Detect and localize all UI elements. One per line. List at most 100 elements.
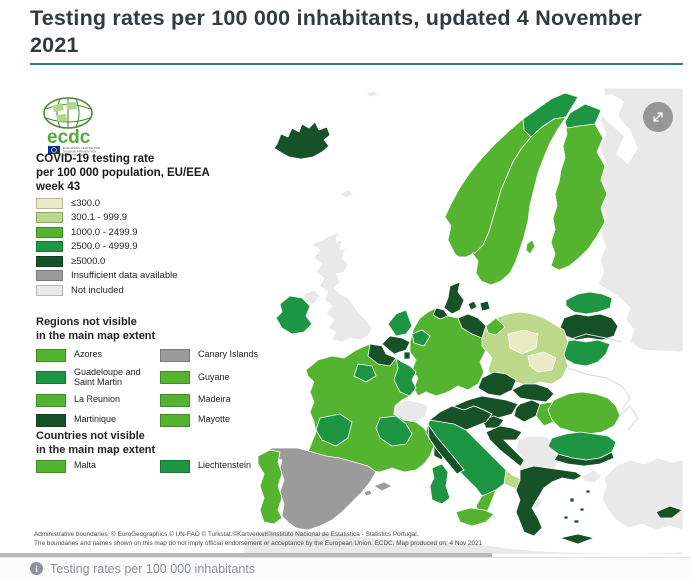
region-north-africa xyxy=(243,530,683,554)
region-sicily[interactable] xyxy=(455,507,495,527)
ecdc-org-line3: AND CONTROL xyxy=(63,153,85,156)
region-denmark-isles[interactable] xyxy=(467,300,491,312)
regions-not-visible-title: Regions not visible in the main map exte… xyxy=(36,316,156,342)
region-norway-north[interactable] xyxy=(522,92,579,138)
info-icon: i xyxy=(30,562,43,575)
region-estonia[interactable] xyxy=(565,291,613,315)
region-legend-item: Martinique xyxy=(36,413,160,427)
region-belgium[interactable] xyxy=(381,335,411,355)
legend-item: 1000.0 - 2499.9 xyxy=(36,225,178,240)
ecdc-logo: ecdc EUROPEAN CENTRE FOR DISEASE PREVENT… xyxy=(43,97,101,156)
color-swatch xyxy=(36,284,63,296)
region-germany-west[interactable] xyxy=(411,329,431,347)
legend-title: COVID-19 testing rate per 100 000 popula… xyxy=(36,153,210,193)
map-attribution: Administrative boundaries: © EuroGeograp… xyxy=(34,531,483,547)
region-romania[interactable] xyxy=(547,391,621,435)
region-gotland[interactable] xyxy=(525,239,536,255)
region-france-north[interactable] xyxy=(367,343,397,367)
regions-not-visible-list: Azores Canary Islands Guadeloupe and Saint… xyxy=(36,348,290,427)
region-ireland[interactable] xyxy=(275,295,313,335)
color-swatch xyxy=(36,413,66,427)
region-turkey xyxy=(601,457,683,531)
region-denmark[interactable] xyxy=(443,281,465,315)
region-luxembourg[interactable] xyxy=(403,351,411,360)
country-legend-item: Liechtenstein xyxy=(160,459,290,473)
region-iceland[interactable] xyxy=(273,121,331,160)
swatch-label: Guyane xyxy=(198,371,230,382)
region-greece[interactable] xyxy=(515,465,583,537)
swatch-label: 2500.0 - 4999.9 xyxy=(71,241,138,253)
color-swatch xyxy=(160,371,190,384)
region-france-paris[interactable] xyxy=(353,363,377,383)
legend-item: Not included xyxy=(36,283,178,298)
legend-item: 2500.0 - 4999.9 xyxy=(36,240,178,255)
swatch-label: 1000.0 - 2499.9 xyxy=(71,226,138,238)
region-aegean-islands[interactable] xyxy=(563,489,591,524)
color-swatch xyxy=(36,371,66,384)
color-swatch xyxy=(160,413,190,427)
color-swatch xyxy=(36,393,66,407)
europe-map[interactable] xyxy=(30,88,683,554)
region-legend-item: Guyane xyxy=(160,368,290,387)
expand-button[interactable] xyxy=(643,102,673,132)
legend-item: ≤300.0 xyxy=(36,196,178,211)
region-legend-item: Madeira xyxy=(160,393,290,407)
region-sweden[interactable] xyxy=(471,116,567,286)
region-legend-item: Guadeloupe and Saint Martin xyxy=(36,367,160,387)
region-balearic-islands[interactable] xyxy=(363,481,393,497)
legend-item: Insufficient data available xyxy=(36,269,178,284)
map-panel: ecdc EUROPEAN CENTRE FOR DISEASE PREVENT… xyxy=(30,88,683,554)
region-faroe xyxy=(339,189,355,199)
region-france-southeast[interactable] xyxy=(375,415,413,447)
region-italy-central[interactable] xyxy=(427,423,465,475)
ecdc-org-line1: EUROPEAN CENTRE FOR xyxy=(63,146,101,150)
countries-not-visible-list: Malta Liechtenstein xyxy=(36,459,290,473)
region-finland[interactable] xyxy=(550,103,608,271)
page-title: Testing rates per 100 000 inhabitants, u… xyxy=(30,6,642,57)
region-latvia[interactable] xyxy=(559,313,619,341)
swatch-label: 300.1 - 999.9 xyxy=(71,212,127,224)
region-poland-central[interactable] xyxy=(507,329,539,355)
region-crete[interactable] xyxy=(559,533,595,545)
region-legend-item: Canary Islands xyxy=(160,348,290,362)
map-bottom-band xyxy=(0,553,492,557)
region-france-southwest[interactable] xyxy=(315,413,353,447)
region-germany-north[interactable] xyxy=(432,307,449,320)
region-switzerland xyxy=(393,399,429,423)
expand-icon xyxy=(653,112,663,122)
region-legend-item: La Reunion xyxy=(36,393,160,407)
region-svalbard xyxy=(365,90,379,98)
region-finland-north[interactable] xyxy=(564,103,602,129)
swatch-label: Martinique xyxy=(74,414,117,425)
swatch-label: Liechtenstein xyxy=(198,460,252,471)
legend: ≤300.0 300.1 - 999.9 1000.0 - 2499.9 2500.0… xyxy=(36,196,178,298)
region-legend-item: Mayotte xyxy=(160,413,290,427)
region-netherlands[interactable] xyxy=(387,309,413,337)
color-swatch xyxy=(36,241,63,253)
region-sardinia[interactable] xyxy=(429,463,451,505)
color-swatch xyxy=(160,459,190,473)
swatch-label: Canary Islands xyxy=(198,349,259,360)
swatch-label: ≥5000.0 xyxy=(71,255,106,267)
region-croatia[interactable] xyxy=(485,425,529,467)
country-legend-item: Malta xyxy=(36,459,160,473)
caption-bar: i Testing rates per 100 000 inhabitants xyxy=(0,557,691,579)
region-poland-east[interactable] xyxy=(527,351,557,373)
region-hungary-west[interactable] xyxy=(513,399,541,423)
region-poland-northwest[interactable] xyxy=(485,317,506,336)
region-france-east[interactable] xyxy=(393,357,417,397)
countries-not-visible-title: Countries not visible in the main map ex… xyxy=(36,430,156,456)
region-slovakia[interactable] xyxy=(511,383,555,403)
color-swatch xyxy=(36,459,66,473)
region-portugal[interactable] xyxy=(257,449,283,525)
region-cyprus[interactable] xyxy=(655,505,683,519)
swatch-label: Mayotte xyxy=(198,414,231,425)
swatch-label: Azores xyxy=(74,349,103,360)
swatch-label: Madeira xyxy=(198,394,231,405)
non-eu-borders xyxy=(567,333,639,431)
region-bulgaria-south[interactable] xyxy=(553,451,615,467)
color-swatch xyxy=(36,197,63,209)
region-italy-north[interactable] xyxy=(429,405,493,431)
swatch-label: ≤300.0 xyxy=(71,197,100,209)
caption-text: Testing rates per 100 000 inhabitants xyxy=(50,561,255,576)
